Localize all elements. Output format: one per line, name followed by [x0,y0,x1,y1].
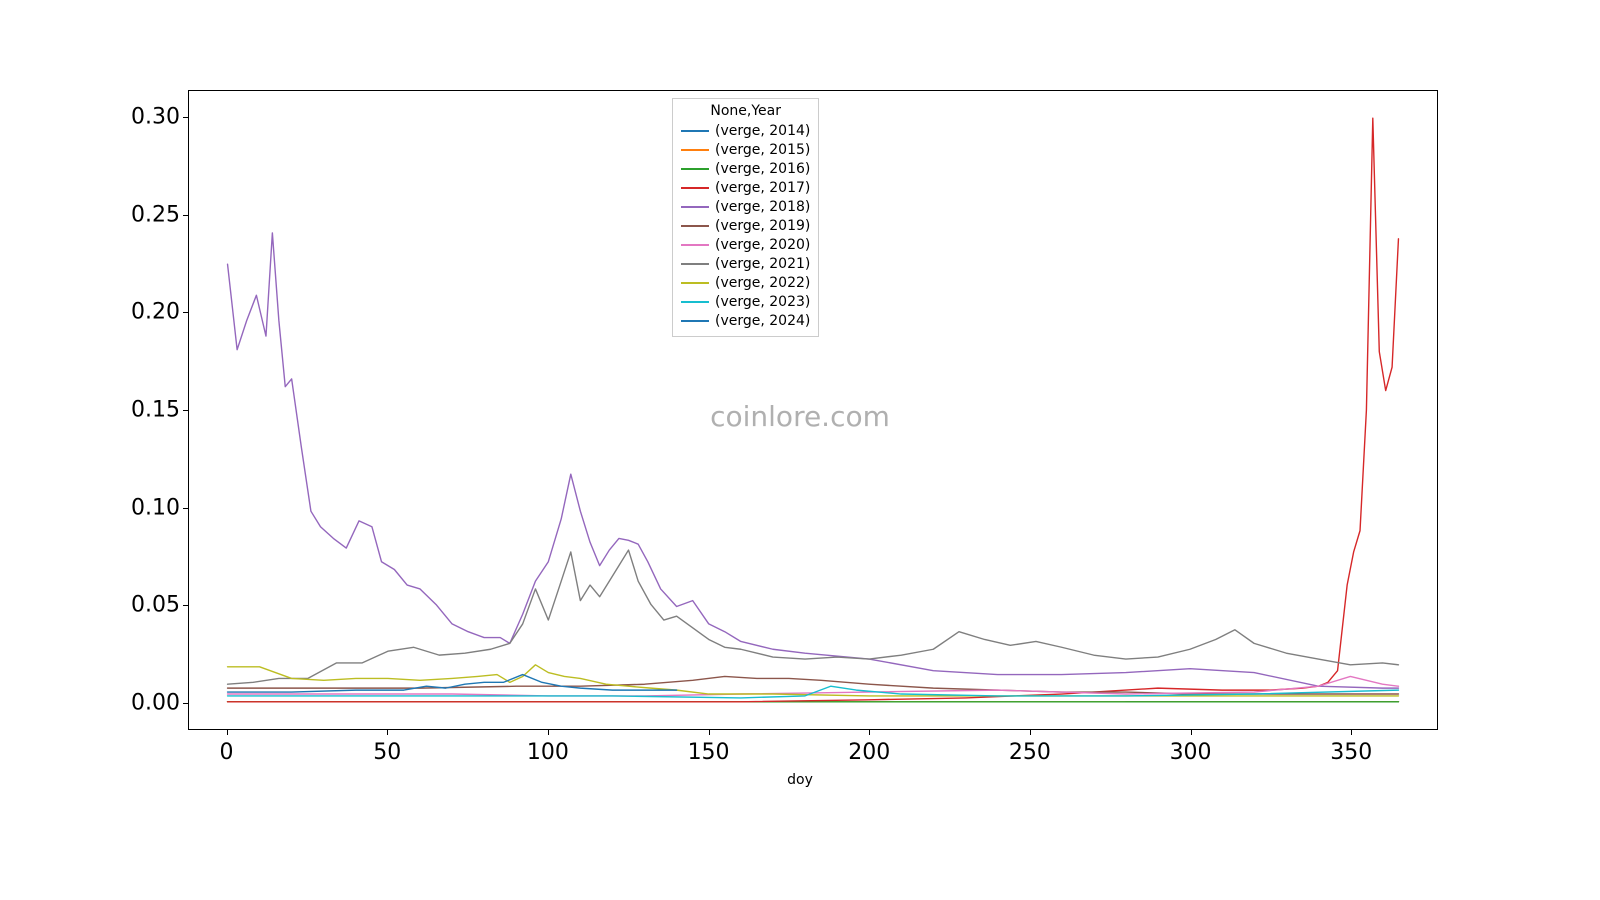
legend-swatch [681,244,709,246]
y-tick-label: 0.00 [131,690,180,715]
x-tick-label: 0 [220,740,234,765]
legend-item: (verge, 2022) [681,273,810,292]
x-tick-mark [869,730,870,735]
y-tick-mark [183,605,188,606]
legend-swatch [681,282,709,284]
legend-swatch [681,187,709,189]
legend-label: (verge, 2024) [715,313,810,329]
legend-swatch [681,206,709,208]
x-tick-label: 200 [848,740,890,765]
y-tick-mark [183,312,188,313]
legend-label: (verge, 2014) [715,123,810,139]
y-tick-label: 0.20 [131,300,180,325]
legend-label: (verge, 2018) [715,199,810,215]
x-tick-label: 250 [1009,740,1051,765]
x-tick-mark [227,730,228,735]
y-tick-label: 0.10 [131,495,180,520]
y-tick-mark [183,410,188,411]
y-tick-mark [183,215,188,216]
legend-item: (verge, 2015) [681,140,810,159]
legend-swatch [681,320,709,322]
legend-item: (verge, 2021) [681,254,810,273]
legend-label: (verge, 2023) [715,294,810,310]
legend-item: (verge, 2020) [681,235,810,254]
y-tick-label: 0.25 [131,202,180,227]
x-tick-mark [1030,730,1031,735]
x-tick-label: 100 [527,740,569,765]
legend-label: (verge, 2022) [715,275,810,291]
x-tick-mark [1191,730,1192,735]
x-tick-mark [1351,730,1352,735]
legend-item: (verge, 2023) [681,292,810,311]
legend: None,Year (verge, 2014) (verge, 2015) (ver… [672,98,819,337]
x-tick-label: 150 [688,740,730,765]
legend-label: (verge, 2021) [715,256,810,272]
x-axis-label: doy [787,772,813,788]
series-line [228,675,677,692]
legend-item: (verge, 2024) [681,311,810,330]
legend-swatch [681,130,709,132]
y-tick-mark [183,703,188,704]
legend-title: None,Year [681,103,810,119]
legend-label: (verge, 2020) [715,237,810,253]
x-tick-label: 50 [373,740,401,765]
legend-swatch [681,263,709,265]
x-tick-label: 300 [1170,740,1212,765]
legend-item: (verge, 2018) [681,197,810,216]
legend-swatch [681,168,709,170]
y-tick-label: 0.30 [131,105,180,130]
legend-swatch [681,225,709,227]
legend-label: (verge, 2019) [715,218,810,234]
y-tick-mark [183,508,188,509]
legend-item: (verge, 2014) [681,121,810,140]
legend-item: (verge, 2016) [681,159,810,178]
x-tick-label: 350 [1330,740,1372,765]
y-tick-mark [183,117,188,118]
legend-swatch [681,301,709,303]
y-tick-label: 0.15 [131,398,180,423]
legend-label: (verge, 2017) [715,180,810,196]
legend-swatch [681,149,709,151]
y-tick-label: 0.05 [131,593,180,618]
legend-label: (verge, 2015) [715,142,810,158]
x-tick-mark [709,730,710,735]
legend-item: (verge, 2017) [681,178,810,197]
legend-label: (verge, 2016) [715,161,810,177]
legend-item: (verge, 2019) [681,216,810,235]
series-line [228,550,1399,684]
x-tick-mark [387,730,388,735]
x-tick-mark [548,730,549,735]
